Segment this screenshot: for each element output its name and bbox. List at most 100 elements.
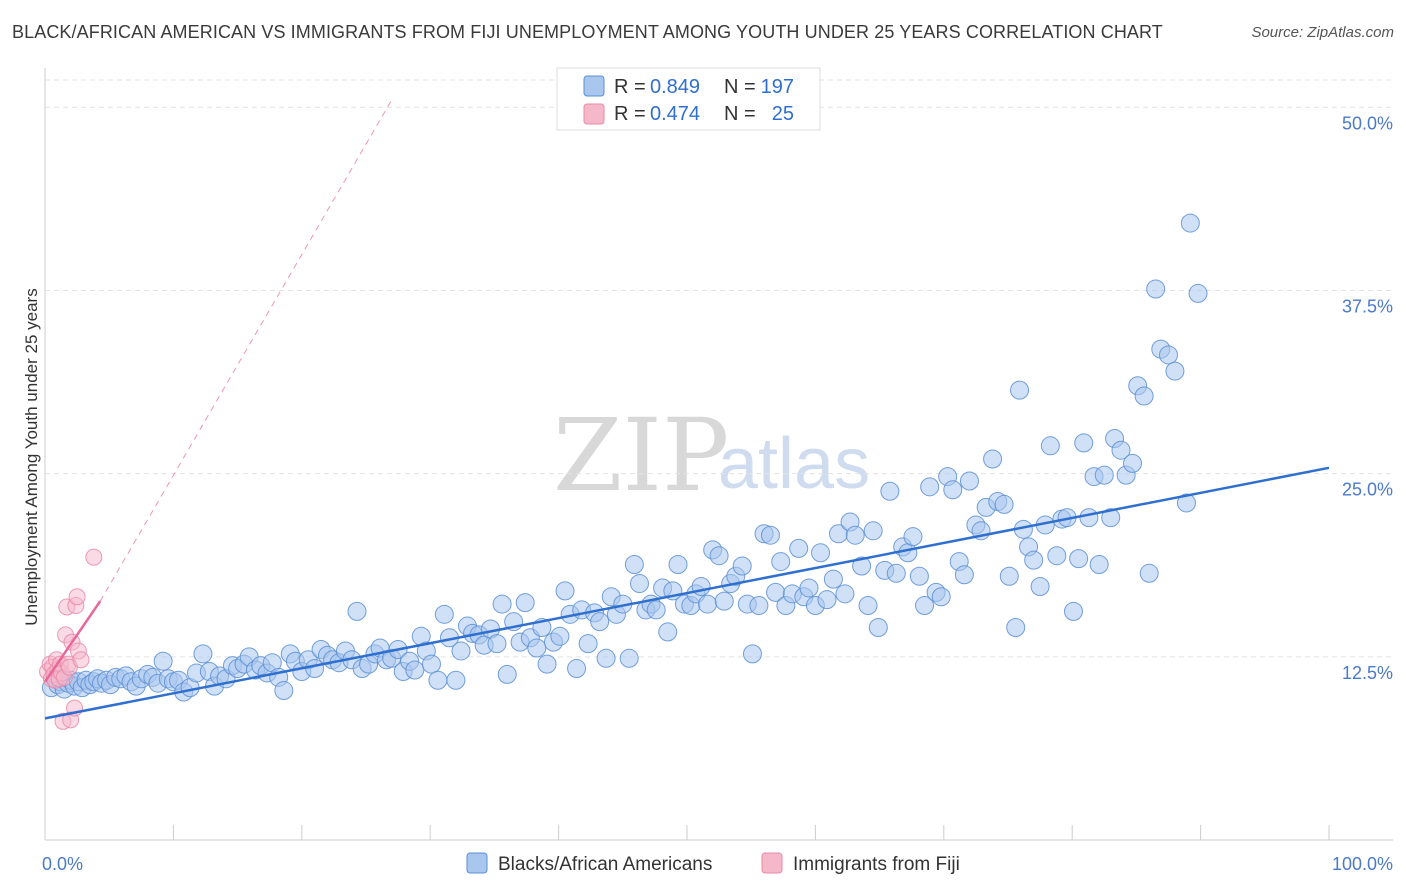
blue-point-148	[858, 596, 878, 616]
blue-point-175	[1010, 380, 1030, 400]
x-tick-label-min: 0.0%	[42, 854, 83, 874]
chart-title: BLACK/AFRICAN AMERICAN VS IMMIGRANTS FRO…	[12, 22, 1163, 42]
blue-point-182	[1047, 546, 1067, 566]
series-legend: Blacks/African Americans Immigrants from…	[466, 852, 960, 875]
blue-point-204	[1180, 213, 1200, 233]
blue-point-107	[624, 555, 644, 575]
blue-point-156	[903, 527, 923, 547]
blue-point-76	[446, 670, 466, 690]
blue-point-157	[909, 566, 929, 586]
y-tick-label-1: 25.0%	[1342, 480, 1393, 500]
watermark-zip: ZIP	[553, 397, 729, 514]
legend-r-label-pink: R =	[614, 103, 646, 125]
blue-point-123	[714, 591, 734, 611]
blue-point-179	[1030, 576, 1050, 596]
blue-point-153	[886, 563, 906, 583]
bottom-legend-swatch-blue	[466, 852, 488, 874]
blue-point-69	[405, 660, 425, 680]
blue-point-191	[1094, 465, 1114, 485]
blue-point-196	[1123, 453, 1143, 473]
blue-point-146	[845, 525, 865, 545]
y-tick-label-2: 37.5%	[1342, 296, 1393, 316]
blue-point-115	[668, 555, 688, 575]
blue-point-85	[497, 664, 517, 684]
blue-point-199	[1139, 563, 1159, 583]
blue-point-59	[347, 601, 367, 621]
blue-point-144	[835, 584, 855, 604]
blue-point-200	[1146, 279, 1166, 299]
blue-point-126	[732, 556, 752, 576]
blue-point-106	[619, 648, 639, 668]
blue-point-83	[487, 634, 507, 654]
blue-point-181	[1040, 436, 1060, 456]
blue-point-141	[817, 590, 837, 610]
blue-point-165	[954, 565, 974, 585]
blue-point-186	[1069, 549, 1089, 569]
blue-point-147	[852, 556, 872, 576]
blue-point-173	[999, 566, 1019, 586]
correlation-legend: R = 0.849 N = 197 R = 0.474 N = 25	[556, 67, 821, 131]
y-tick-label-3: 50.0%	[1342, 113, 1393, 133]
blue-point-92	[537, 654, 557, 674]
blue-point-142	[823, 569, 843, 589]
blue-point-129	[749, 596, 769, 616]
watermark-atlas: atlas	[718, 424, 870, 504]
blue-point-150	[868, 618, 888, 638]
gridlines	[45, 79, 1393, 658]
legend-r-label-blue: R =	[614, 76, 646, 98]
bottom-legend-swatch-pink	[761, 852, 783, 874]
blue-point-163	[943, 480, 963, 500]
blue-point-99	[578, 634, 598, 654]
blue-point-97	[567, 659, 587, 679]
legend-n-label-pink: N =	[724, 103, 756, 125]
blue-trendline	[44, 466, 1330, 720]
y-tick-labels: 12.5% 25.0% 37.5% 50.0%	[1342, 113, 1393, 683]
blue-point-187	[1074, 433, 1094, 453]
blue-point-122	[709, 546, 729, 566]
blue-point-192	[1101, 508, 1121, 528]
blue-point-88	[515, 593, 535, 613]
y-axis-label: Unemployment Among Youth under 25 years	[22, 288, 41, 625]
blue-point-26	[153, 651, 173, 671]
blue-point-174	[1006, 618, 1026, 638]
blue-point-47	[274, 681, 294, 701]
blue-point-133	[771, 552, 791, 572]
blue-point-84	[492, 594, 512, 614]
blue-point-131	[760, 525, 780, 545]
bottom-legend-label-pink: Immigrants from Fiji	[793, 854, 960, 875]
blue-point-90	[527, 638, 547, 658]
blue-point-149	[863, 521, 883, 541]
blue-point-194	[1111, 440, 1131, 460]
blue-point-120	[698, 594, 718, 614]
blue-point-170	[983, 449, 1003, 469]
blue-point-77	[451, 641, 471, 661]
blue-point-94	[550, 626, 570, 646]
legend-swatch-blue	[583, 75, 605, 97]
source-label: Source: ZipAtlas.com	[1251, 24, 1394, 41]
blue-point-113	[658, 622, 678, 642]
trendlines	[43, 99, 1330, 720]
blue-point-159	[920, 477, 940, 497]
blue-point-128	[742, 644, 762, 664]
pink-trendline-extension	[99, 99, 393, 602]
pink-point-21	[68, 588, 86, 606]
blue-point-95	[555, 581, 575, 601]
blue-point-158	[915, 596, 935, 616]
legend-r-value-blue: 0.849	[650, 76, 700, 98]
blue-point-111	[646, 600, 666, 620]
legend-n-label-blue: N =	[724, 76, 756, 98]
blue-point-178	[1024, 550, 1044, 570]
blue-point-202	[1159, 345, 1178, 365]
pink-point-23	[72, 651, 90, 669]
blue-point-140	[811, 543, 831, 563]
legend-r-value-pink: 0.474	[650, 103, 700, 125]
legend-n-value-pink: 25	[772, 103, 794, 125]
blue-point-161	[931, 587, 951, 607]
legend-swatch-pink	[583, 103, 605, 125]
blue-point-166	[959, 471, 979, 491]
blue-point-136	[789, 538, 809, 558]
blue-point-155	[898, 543, 918, 563]
blue-point-33	[193, 644, 213, 664]
blue-point-102	[596, 648, 616, 668]
